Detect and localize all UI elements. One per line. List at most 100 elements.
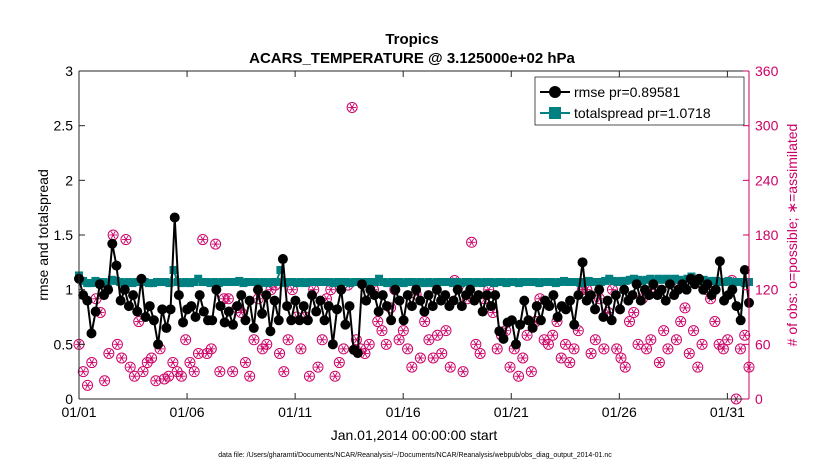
totalspread-point <box>498 278 507 287</box>
totalspread-point <box>601 276 610 285</box>
obs-point <box>188 366 200 378</box>
y-axis-label-right: # of obs: o=possible; ∗=assimilated <box>784 124 800 347</box>
rmse-point <box>373 306 384 317</box>
rmse-point <box>531 301 542 312</box>
totalspread-point <box>527 278 536 287</box>
totalspread-point <box>366 278 375 287</box>
totalspread-point <box>264 279 273 288</box>
obs-point <box>542 338 554 350</box>
totalspread-point <box>329 279 338 288</box>
obs-point <box>555 352 567 364</box>
totalspread-point <box>181 278 190 287</box>
rmse-point <box>290 295 301 306</box>
totalspread-point <box>724 276 733 285</box>
rmse-point <box>427 301 438 312</box>
obs-point <box>692 361 704 373</box>
totalspread-point <box>736 278 745 287</box>
obs-point <box>598 343 610 355</box>
obs-point <box>120 234 132 246</box>
rmse-point <box>456 301 467 312</box>
obs-point <box>632 338 644 350</box>
totalspread-point <box>107 275 116 284</box>
totalspread-point <box>198 278 207 287</box>
rmse-point <box>573 290 584 301</box>
totalspread-point <box>568 278 577 287</box>
obs-point <box>564 357 576 369</box>
obs-point <box>338 343 350 355</box>
totalspread-point <box>268 278 277 287</box>
obs-point <box>363 338 375 350</box>
rmse-point <box>735 315 746 326</box>
rmse-point <box>560 304 571 315</box>
obs-point <box>470 338 482 350</box>
rmse-point <box>644 290 655 301</box>
rmse-point <box>423 290 434 301</box>
rmse-point <box>207 315 218 326</box>
totalspread-point <box>481 278 490 287</box>
totalspread-point <box>592 278 601 287</box>
obs-point <box>372 316 384 328</box>
totalspread-point <box>531 278 540 287</box>
obs-point <box>585 347 597 359</box>
x-tick-label: 01/11 <box>278 404 312 420</box>
totalspread-point <box>169 265 178 274</box>
rmse-point <box>107 238 118 249</box>
obs-point <box>641 343 653 355</box>
y-ticks-left: 0 0.5 1 1.5 2 2.5 3 <box>54 63 85 407</box>
rmse-point <box>415 295 426 306</box>
x-tick-label: 01/31 <box>710 404 745 420</box>
y-tick-label: 0.5 <box>54 336 74 352</box>
totalspread-point <box>111 276 120 285</box>
obs-point <box>628 306 640 318</box>
rmse-layer <box>74 212 754 359</box>
obs-point <box>222 293 234 305</box>
obs-point <box>683 347 695 359</box>
rmse-point <box>194 290 205 301</box>
obs-point <box>517 352 529 364</box>
rmse-point <box>702 279 713 290</box>
totalspread-point <box>572 278 581 287</box>
totalspread-point <box>720 278 729 287</box>
rmse-point <box>411 284 422 295</box>
totalspread-point <box>255 279 264 288</box>
totalspread-point <box>560 276 569 285</box>
x-tick-label: 01/16 <box>386 404 421 420</box>
legend-rmse-marker <box>549 86 561 98</box>
rmse-point <box>377 290 388 301</box>
rmse-point <box>506 315 517 326</box>
rmse-point <box>198 306 209 317</box>
rmse-point <box>473 290 484 301</box>
x-tick-label: 01/21 <box>494 404 529 420</box>
totalspread-point <box>251 278 260 287</box>
legend-spread-marker <box>549 107 561 119</box>
totalspread-point <box>547 278 556 287</box>
rmse-point <box>498 333 509 344</box>
totalspread-point <box>379 278 388 287</box>
rmse-point <box>136 273 147 284</box>
rmse-point <box>265 326 276 337</box>
totalspread-point <box>292 279 301 288</box>
rmse-point <box>323 301 334 312</box>
chart-subtitle: ACARS_TEMPERATURE @ 3.125000e+02 hPa <box>249 50 575 67</box>
rmse-point <box>257 308 268 319</box>
obs-point <box>521 329 533 341</box>
totalspread-point <box>206 279 215 288</box>
totalspread-point <box>597 278 606 287</box>
totalspread-point <box>436 278 445 287</box>
y-right-tick-label: 0 <box>755 391 763 407</box>
totalspread-point <box>116 278 125 287</box>
totalspread-point <box>473 278 482 287</box>
obs-point <box>444 361 456 373</box>
rmse-point <box>307 290 318 301</box>
totalspread-point <box>490 279 499 288</box>
totalspread-point <box>543 278 552 287</box>
totalspread-point <box>259 278 268 287</box>
totalspread-point <box>588 278 597 287</box>
obs-point <box>128 370 140 382</box>
totalspread-point <box>551 279 560 288</box>
rmse-point <box>390 284 401 295</box>
rmse-point <box>190 312 201 322</box>
obs-point <box>197 234 209 246</box>
rmse-point <box>440 290 451 301</box>
totalspread-point <box>424 278 433 287</box>
